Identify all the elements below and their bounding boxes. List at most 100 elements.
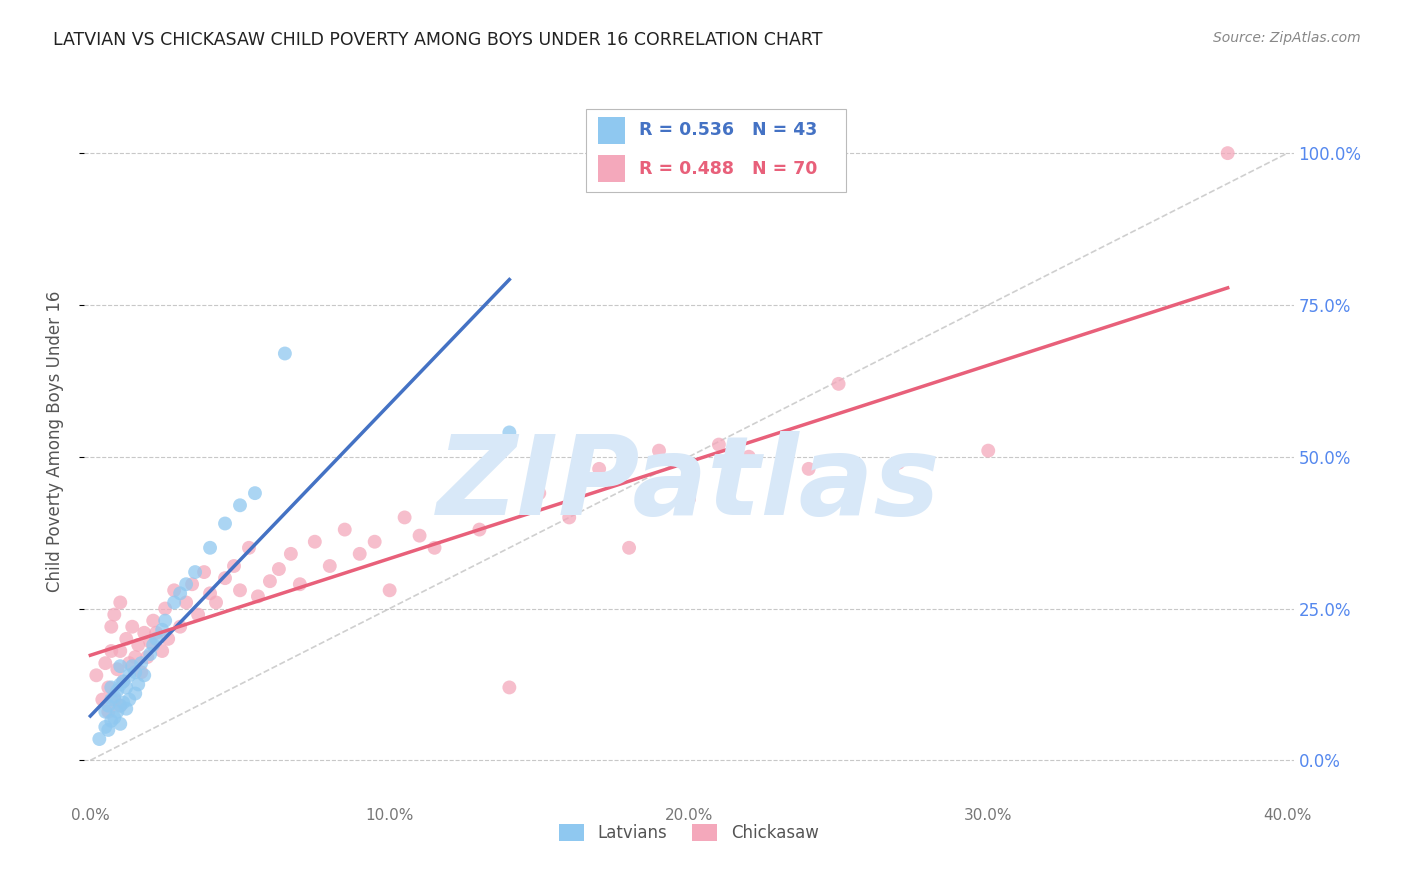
Point xyxy=(110,717,132,731)
Point xyxy=(304,534,326,549)
Point xyxy=(267,562,290,576)
Point xyxy=(157,632,180,646)
Point xyxy=(100,620,122,634)
Point xyxy=(174,595,197,609)
Point xyxy=(127,677,149,691)
Point xyxy=(100,644,122,658)
Point xyxy=(115,681,138,695)
Point xyxy=(243,486,266,500)
Point xyxy=(150,623,173,637)
Point xyxy=(378,583,401,598)
Point xyxy=(97,705,120,719)
Point xyxy=(588,462,610,476)
Point xyxy=(648,443,671,458)
Point xyxy=(124,686,146,700)
Point xyxy=(280,547,302,561)
Point xyxy=(333,523,356,537)
Point xyxy=(797,462,820,476)
Point xyxy=(1216,146,1239,161)
Point xyxy=(214,571,236,585)
Point xyxy=(498,681,520,695)
Point xyxy=(139,647,162,661)
Point xyxy=(288,577,311,591)
Point xyxy=(408,529,430,543)
Point xyxy=(181,577,204,591)
Text: R = 0.488   N = 70: R = 0.488 N = 70 xyxy=(640,160,818,178)
Point xyxy=(103,690,125,704)
Point xyxy=(118,692,141,706)
Point xyxy=(134,625,156,640)
Point xyxy=(124,665,146,680)
Point xyxy=(112,674,135,689)
Point xyxy=(187,607,209,622)
Point xyxy=(110,595,132,609)
Point xyxy=(97,681,120,695)
Point xyxy=(205,595,228,609)
FancyBboxPatch shape xyxy=(599,155,624,182)
Point xyxy=(136,650,159,665)
Point xyxy=(363,534,385,549)
Point xyxy=(127,638,149,652)
Point xyxy=(112,674,135,689)
Point xyxy=(100,692,122,706)
Point xyxy=(558,510,581,524)
Point xyxy=(246,590,269,604)
Point xyxy=(112,696,135,710)
Point xyxy=(222,559,245,574)
Point xyxy=(349,547,371,561)
Point xyxy=(100,681,122,695)
Point xyxy=(105,662,128,676)
Point xyxy=(678,492,700,507)
Point xyxy=(423,541,446,555)
Point xyxy=(439,498,461,512)
Point xyxy=(118,656,141,670)
Point xyxy=(94,705,117,719)
Point xyxy=(174,577,197,591)
Text: Source: ZipAtlas.com: Source: ZipAtlas.com xyxy=(1213,31,1361,45)
Point xyxy=(214,516,236,531)
Point xyxy=(103,607,125,622)
Point xyxy=(110,644,132,658)
Text: R = 0.536   N = 43: R = 0.536 N = 43 xyxy=(640,121,818,139)
Point xyxy=(198,541,221,555)
Point xyxy=(145,632,167,646)
Point xyxy=(707,437,730,451)
Point xyxy=(153,614,176,628)
Point xyxy=(110,677,132,691)
Point xyxy=(153,601,176,615)
Y-axis label: Child Poverty Among Boys Under 16: Child Poverty Among Boys Under 16 xyxy=(45,291,63,592)
Point xyxy=(100,714,122,728)
Point xyxy=(238,541,260,555)
Point xyxy=(110,698,132,713)
Point xyxy=(91,692,114,706)
Point xyxy=(105,705,128,719)
Point xyxy=(163,583,186,598)
Point xyxy=(115,701,138,715)
Point xyxy=(977,443,1000,458)
Point xyxy=(468,523,491,537)
Point xyxy=(319,559,342,574)
Point xyxy=(89,732,111,747)
Point xyxy=(193,565,215,579)
Point xyxy=(259,574,281,589)
Point xyxy=(150,644,173,658)
Point xyxy=(94,720,117,734)
Point xyxy=(105,683,128,698)
Point xyxy=(103,711,125,725)
Point xyxy=(184,565,207,579)
Point xyxy=(103,692,125,706)
Point xyxy=(738,450,761,464)
Point xyxy=(169,586,191,600)
Point xyxy=(827,376,849,391)
Point xyxy=(887,456,910,470)
Point xyxy=(121,620,143,634)
Point xyxy=(110,698,132,713)
Point xyxy=(121,659,143,673)
Legend: Latvians, Chickasaw: Latvians, Chickasaw xyxy=(553,817,825,848)
Point xyxy=(142,614,165,628)
Point xyxy=(142,638,165,652)
Point xyxy=(129,665,152,680)
Point xyxy=(86,668,108,682)
FancyBboxPatch shape xyxy=(586,109,846,193)
Point xyxy=(394,510,416,524)
